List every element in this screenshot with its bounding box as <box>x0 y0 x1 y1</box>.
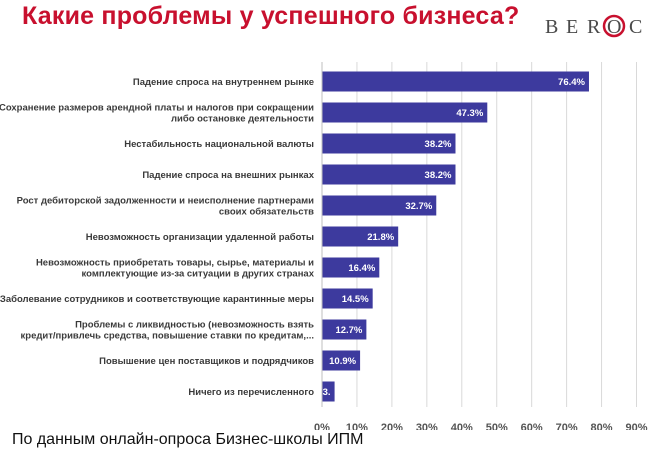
x-tick-label: 20% <box>381 422 403 430</box>
category-label: Рост дебиторской задолженности и неиспол… <box>17 196 315 218</box>
category-label-line: своих обязательств <box>219 207 314 218</box>
x-tick-label: 0% <box>314 422 330 430</box>
category-label: Повышение цен поставщиков и подрядчиков <box>99 356 314 367</box>
beroc-logo: B E R O C <box>545 14 642 38</box>
bar <box>322 133 456 154</box>
bar <box>322 288 373 309</box>
category-label-line: Сохранение размеров арендной платы и нал… <box>0 103 314 114</box>
bar-value-label: 32.7% <box>405 201 432 212</box>
bar <box>322 257 380 278</box>
bar <box>322 102 488 123</box>
x-tick-label: 90% <box>625 422 647 430</box>
logo-letter-o: O <box>607 16 621 38</box>
category-label-line: Нестабильность национальной валюты <box>124 139 314 150</box>
logo-letter-c: C <box>629 16 642 38</box>
category-label: Ничего из перечисленного <box>188 387 314 398</box>
bar-value-label: 10.9% <box>329 356 356 367</box>
category-label-line: комплектующие из-за ситуации в других ст… <box>82 269 315 280</box>
bar-value-label: 12.7% <box>335 325 362 336</box>
category-label-line: Падение спроса на внешних рынках <box>142 170 314 181</box>
category-label: Нестабильность национальной валюты <box>124 139 314 150</box>
x-tick-label: 10% <box>346 422 368 430</box>
category-label-line: либо остановке деятельности <box>171 114 314 125</box>
bar <box>322 226 399 247</box>
category-label: Падение спроса на внешних рынках <box>142 170 314 181</box>
bar <box>322 350 361 371</box>
category-label: Невозможность приобретать товары, сырье,… <box>36 258 315 280</box>
chart-title: Какие проблемы у успешного бизнеса? <box>22 2 520 30</box>
category-label: Проблемы с ликвидностью (невозможность в… <box>21 320 315 342</box>
category-label: Падение спроса на внутреннем рынке <box>133 77 314 88</box>
logo-letter-e: E <box>566 16 578 38</box>
logo-ring-icon <box>602 14 626 38</box>
category-label: Невозможность организации удаленной рабо… <box>86 232 314 243</box>
category-label-line: Ничего из перечисленного <box>188 387 314 398</box>
bar-chart: 0% 10% 20% 30% 40% 50% 60% 70% 80% 90% 76.4% Падени… <box>0 62 648 430</box>
bar <box>322 195 437 216</box>
bar-value-label: 14.5% <box>342 294 369 305</box>
footnote: По данным онлайн-опроса Бизнес-школы ИПМ <box>12 431 364 448</box>
bar <box>322 164 456 185</box>
bar <box>322 71 589 92</box>
x-tick-label: 50% <box>486 422 508 430</box>
bar-value-label: 38.2% <box>425 139 452 150</box>
logo-letter-r: R <box>587 16 601 38</box>
category-label-line: Невозможность приобретать товары, сырье,… <box>36 258 314 269</box>
logo-letter-b: B <box>545 16 558 38</box>
bar-value-label: 47.3% <box>456 108 483 119</box>
x-tick-label: 70% <box>556 422 578 430</box>
x-tick-label: 30% <box>416 422 438 430</box>
category-label-line: Проблемы с ликвидностью (невозможность в… <box>75 320 314 331</box>
bar-value-label: 76.4% <box>558 77 585 88</box>
bar-value-label: 3. <box>323 387 331 398</box>
bar-value-label: 38.2% <box>425 170 452 181</box>
x-tick-label: 80% <box>591 422 613 430</box>
x-tick-label: 40% <box>451 422 473 430</box>
bar-value-label: 21.8% <box>367 232 394 243</box>
category-label-line: кредит/привлечь средства, повышение став… <box>21 331 314 342</box>
category-label-line: Падение спроса на внутреннем рынке <box>133 77 314 88</box>
category-label-line: Повышение цен поставщиков и подрядчиков <box>99 356 314 367</box>
category-label-line: Заболевание сотрудников и соответствующи… <box>0 294 314 305</box>
bar <box>322 319 367 340</box>
bar-value-label: 16.4% <box>348 263 375 274</box>
category-label: Заболевание сотрудников и соответствующи… <box>0 294 314 305</box>
category-label: Сохранение размеров арендной платы и нал… <box>0 103 314 125</box>
category-label-line: Невозможность организации удаленной рабо… <box>86 232 314 243</box>
x-tick-label: 60% <box>521 422 543 430</box>
bar <box>322 381 335 402</box>
category-label-line: Рост дебиторской задолженности и неиспол… <box>17 196 315 207</box>
